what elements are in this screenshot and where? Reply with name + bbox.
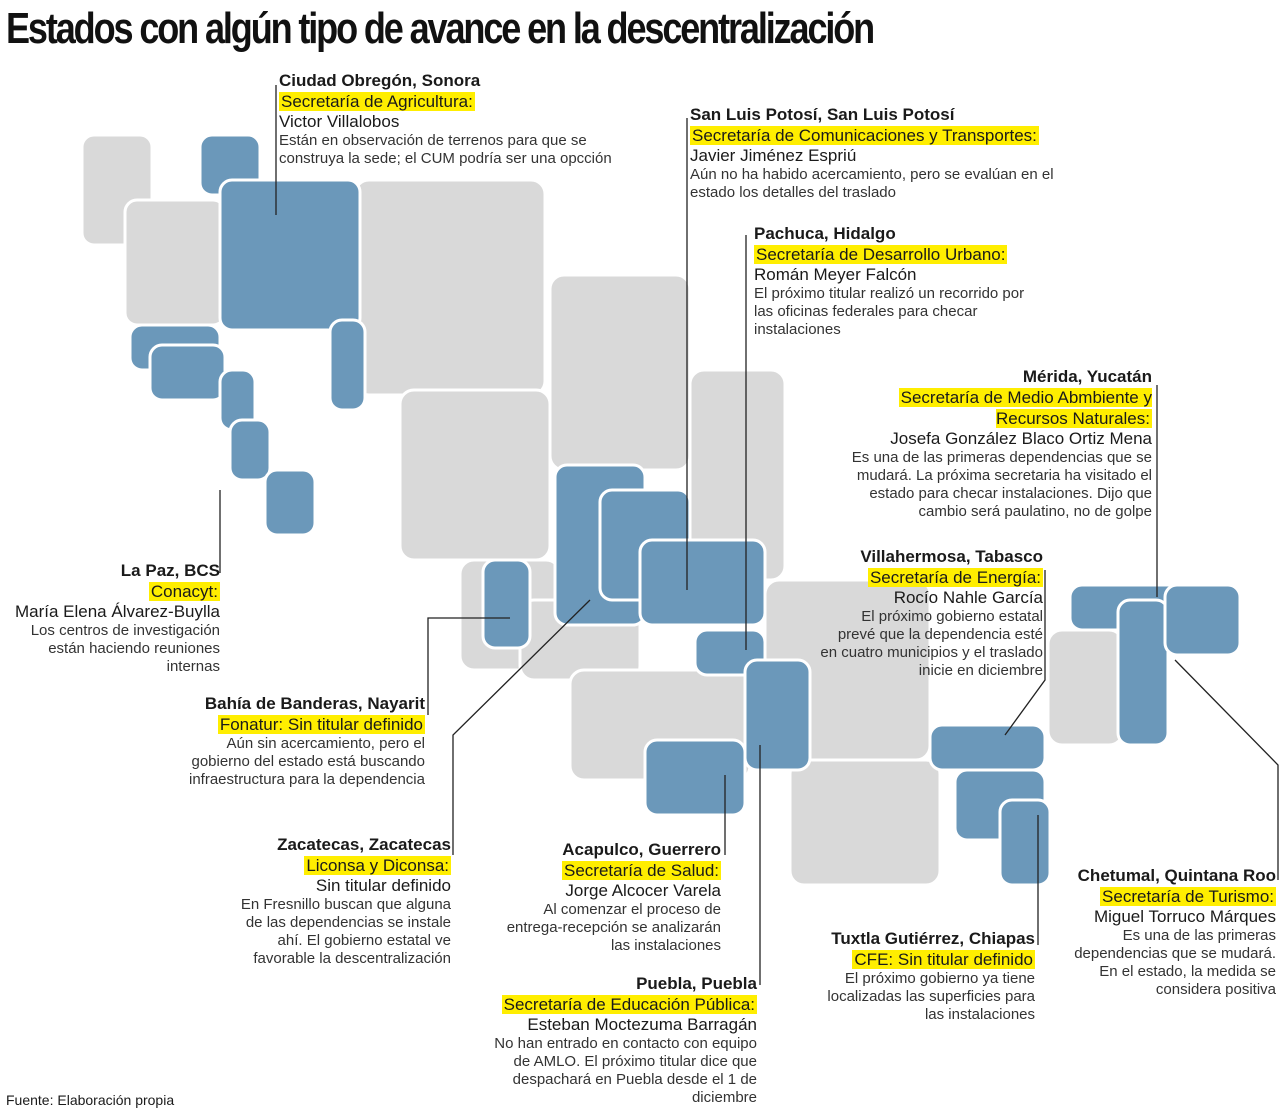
callout-agency: Secretaría de Turismo: — [1100, 887, 1276, 906]
callout-desc: Los centros de investigación están hacie… — [30, 622, 220, 675]
callout-desc: El próximo titular realizó un recorrido … — [754, 285, 1025, 338]
callout-agency: CFE: Sin titular definido — [852, 950, 1035, 969]
callout-agency: Secretaría de Educación Pública: — [501, 995, 757, 1014]
callout-desc: El próximo gobierno ya tiene localizadas… — [827, 970, 1035, 1023]
callout-city: Chetumal, Quintana Roo — [1077, 866, 1276, 885]
callout-desc: El próximo gobierno estatal prevé que la… — [820, 608, 1043, 679]
callout-person: Josefa González Blaco Ortiz Mena — [890, 429, 1152, 448]
callout-desc: Es una de las primeras dependencias que … — [1074, 927, 1276, 998]
callout-agency: Secretaría de Salud: — [562, 861, 721, 880]
callout-puebla: Puebla, Puebla Secretaría de Educación P… — [485, 974, 757, 1107]
callout-city: Pachuca, Hidalgo — [754, 224, 896, 243]
callout-chiapas: Tuxtla Gutiérrez, Chiapas CFE: Sin titul… — [805, 929, 1035, 1024]
callout-city: Mérida, Yucatán — [1022, 367, 1152, 386]
highlighted-states — [128, 133, 1242, 887]
callout-quintana-roo: Chetumal, Quintana Roo Secretaría de Tur… — [1055, 866, 1276, 999]
page-title: Estados con algún tipo de avance en la d… — [6, 4, 875, 53]
callout-yucatan: Mérida, Yucatán Secretaría de Medio Abmb… — [845, 367, 1152, 521]
callout-agency: Fonatur: Sin titular definido — [217, 715, 425, 734]
callout-person: Jorge Alcocer Varela — [565, 881, 721, 900]
callout-city: Zacatecas, Zacatecas — [277, 835, 451, 854]
callout-agency: Secretaría de Medio Abmbiente y Recursos… — [898, 388, 1152, 428]
callout-city: Acapulco, Guerrero — [562, 840, 721, 859]
callout-tabasco: Villahermosa, Tabasco Secretaría de Ener… — [820, 547, 1043, 680]
callout-desc: Están en observación de terrenos para qu… — [279, 132, 612, 167]
callout-desc: No han entrado en contacto con equipo de… — [494, 1035, 757, 1106]
callout-desc: En Fresnillo buscan que alguna de las de… — [240, 896, 451, 967]
callout-person: Esteban Moctezuma Barragán — [527, 1015, 757, 1034]
callout-person: María Elena Álvarez-Buylla — [14, 602, 220, 621]
source-note: Fuente: Elaboración propia — [6, 1092, 175, 1108]
callout-desc: Aún no ha habido acercamiento, pero se e… — [690, 166, 1054, 201]
other-states — [80, 133, 1125, 887]
callout-city: Tuxtla Gutiérrez, Chiapas — [831, 929, 1035, 948]
callout-nayarit: Bahía de Banderas, Nayarit Fonatur: Sin … — [170, 694, 425, 789]
callout-city: Bahía de Banderas, Nayarit — [204, 694, 425, 713]
callout-sonora: Ciudad Obregón, Sonora Secretaría de Agr… — [279, 71, 629, 168]
callout-bcs: La Paz, BCS Conacyt: María Elena Álvarez… — [0, 561, 220, 676]
callout-person: Román Meyer Falcón — [754, 265, 917, 284]
callout-city: Puebla, Puebla — [636, 974, 757, 993]
callout-person: Rocío Nahle García — [893, 588, 1043, 607]
callout-agency: Conacyt: — [148, 582, 220, 601]
leader-lines — [219, 85, 1279, 985]
callout-desc: Es una de las primeras dependencias que … — [851, 449, 1152, 520]
callout-city: Villahermosa, Tabasco — [860, 547, 1043, 566]
callout-city: La Paz, BCS — [120, 561, 220, 580]
callout-zacatecas: Zacatecas, Zacatecas Liconsa y Diconsa: … — [230, 835, 451, 968]
callout-agency: Secretaría de Comunicaciones y Transport… — [690, 126, 1039, 145]
callout-agency: Secretaría de Desarrollo Urbano: — [754, 245, 1008, 264]
callout-agency: Secretaría de Agricultura: — [279, 92, 475, 111]
callout-city: Ciudad Obregón, Sonora — [279, 71, 481, 90]
callout-person: Victor Villalobos — [279, 112, 400, 131]
callout-person: Javier Jiménez Espriú — [690, 146, 857, 165]
callout-agency: Liconsa y Diconsa: — [304, 856, 451, 875]
callout-agency: Secretaría de Energía: — [867, 568, 1043, 587]
callout-hidalgo: Pachuca, Hidalgo Secretaría de Desarroll… — [754, 224, 1029, 339]
callout-person: Sin titular definido — [315, 876, 451, 895]
callout-guerrero: Acapulco, Guerrero Secretaría de Salud: … — [495, 840, 721, 955]
callout-desc: Aún sin acercamiento, pero el gobierno d… — [189, 735, 425, 788]
callout-slp: San Luis Potosí, San Luis Potosí Secreta… — [690, 105, 1060, 202]
callout-desc: Al comenzar el proceso de entrega-recepc… — [506, 901, 721, 954]
callout-city: San Luis Potosí, San Luis Potosí — [690, 105, 955, 124]
callout-person: Miguel Torruco Márques — [1093, 907, 1276, 926]
